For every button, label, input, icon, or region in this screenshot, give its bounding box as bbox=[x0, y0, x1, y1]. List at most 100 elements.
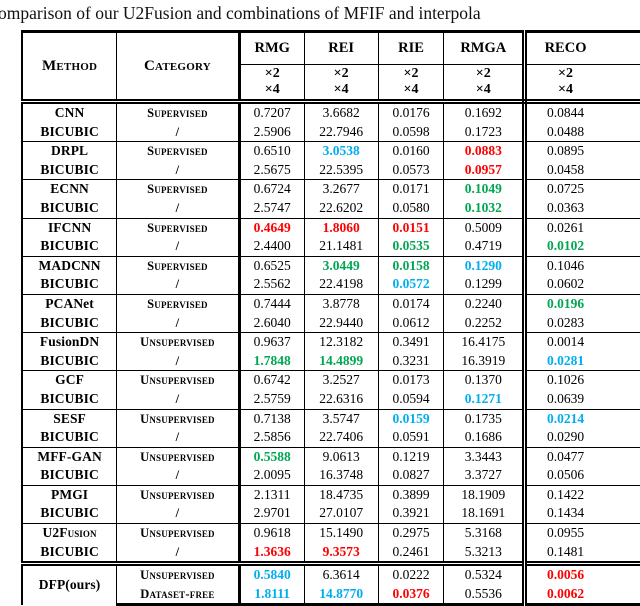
value-cell: 0.7207 bbox=[239, 101, 305, 123]
table-row: DFP(ours) Unsupervised 0.5840 6.3614 0.0222 0… bbox=[21, 561, 640, 605]
value-cell: 0.1299 bbox=[443, 275, 528, 295]
method-cell: DFP(ours) bbox=[21, 561, 118, 605]
method-cell: MFF-GAN bbox=[21, 446, 118, 467]
value-cell: 0.0844 bbox=[546, 105, 585, 120]
value-cell: 0.7444 bbox=[239, 293, 305, 314]
value-cell: 0.3921 bbox=[378, 504, 445, 524]
category-cell: Supervised bbox=[116, 141, 241, 161]
category-cell: Supervised bbox=[116, 179, 241, 199]
value-cell: 18.4735 bbox=[304, 484, 379, 505]
value-cell: 0.2461 bbox=[378, 542, 445, 564]
value-cell: 0.0171 bbox=[378, 179, 445, 199]
value-cell: 18.1909 bbox=[443, 484, 528, 505]
value-cell: 0.1735 bbox=[443, 408, 528, 429]
category-cell: Unsupervised bbox=[116, 408, 241, 429]
method-bicubic-cell: BICUBIC bbox=[21, 428, 118, 448]
table-row: BICUBIC/2.6040 22.9440 0.0612 0.2252 0.0283 bbox=[21, 313, 640, 333]
method-bicubic-cell: BICUBIC bbox=[21, 351, 118, 371]
scale-cell: ×2 ×4 bbox=[304, 64, 379, 104]
value-cell: 0.0151 bbox=[378, 217, 445, 238]
method-cell: SESF bbox=[21, 408, 118, 429]
category-cell: / bbox=[116, 428, 241, 448]
scale-x4-label: ×4 bbox=[264, 82, 280, 97]
value-cell: 5.3168 bbox=[443, 523, 528, 543]
method-cell: IFCNN bbox=[21, 217, 118, 238]
value-cell: 0.0158 bbox=[378, 255, 445, 276]
category-cell: Supervised bbox=[116, 293, 241, 314]
table-row: CNN Supervised 0.7207 3.6682 0.0176 0.1692 0.0… bbox=[21, 101, 640, 123]
value-cell: 3.8778 bbox=[304, 293, 379, 314]
category-cell: / bbox=[116, 198, 241, 219]
table-row: BICUBIC/2.4400 21.1481 0.0535 0.4719 0.0102 bbox=[21, 237, 640, 257]
table-row: BICUBIC/1.3636 9.3573 0.2461 5.3213 0.1481 bbox=[21, 542, 640, 564]
comparison-table: Method Category RMG REI RIE RMGA RECO ×2… bbox=[21, 30, 640, 606]
scale-x4-label: ×4 bbox=[403, 82, 419, 97]
method-bicubic-cell: BICUBIC bbox=[21, 122, 118, 142]
value-cell: 16.3748 bbox=[304, 466, 379, 486]
header-metric-rie: RIE bbox=[378, 30, 445, 65]
value-cell: 0.1370 bbox=[443, 370, 528, 390]
table-row: BICUBIC/1.7848 14.4899 0.3231 16.3919 0.0281 bbox=[21, 351, 640, 371]
value-cell: 0.0376 bbox=[378, 584, 445, 606]
value-cell: 0.0214 bbox=[524, 408, 640, 429]
value-cell: 0.9637 bbox=[239, 332, 305, 352]
value-cell: 2.5675 bbox=[239, 160, 305, 180]
category-cell: / bbox=[116, 313, 241, 333]
value-cell: 0.0957 bbox=[443, 160, 528, 180]
value-cell: 0.2252 bbox=[443, 313, 528, 333]
method-cell: PMGI bbox=[21, 484, 118, 505]
value-cell: 0.0174 bbox=[378, 293, 445, 314]
table-row: GCF Unsupervised 0.6742 3.2527 0.0173 0.1370 0… bbox=[21, 370, 640, 390]
value-cell: 14.8770 bbox=[304, 584, 379, 606]
method-cell: MADCNN bbox=[21, 255, 118, 276]
category-cell: / bbox=[116, 275, 241, 295]
header-metric-rmga: RMGA bbox=[443, 30, 528, 65]
value-cell: 22.9440 bbox=[304, 313, 379, 333]
scale-x2-label: ×2 bbox=[264, 65, 280, 81]
value-cell: 0.6510 bbox=[239, 141, 305, 161]
value-cell: 1.7848 bbox=[239, 351, 305, 371]
value-cell: 0.0827 bbox=[378, 466, 445, 486]
value-cell: 3.3443 bbox=[443, 446, 528, 467]
value-cell: 0.0281 bbox=[546, 352, 585, 368]
method-bicubic-cell: BICUBIC bbox=[21, 466, 118, 486]
scale-cell: ×2 ×4 bbox=[524, 64, 640, 104]
category-cell: Supervised bbox=[116, 101, 241, 123]
value-cell: 1.3636 bbox=[239, 542, 305, 564]
value-cell: 0.0535 bbox=[378, 237, 445, 257]
value-cell: 0.0102 bbox=[546, 238, 585, 254]
value-cell: 0.0159 bbox=[378, 408, 445, 429]
value-cell: 0.0594 bbox=[378, 389, 445, 409]
value-cell: 22.6202 bbox=[304, 198, 379, 219]
value-cell: 15.1490 bbox=[304, 523, 379, 543]
category-cell: Unsupervised bbox=[116, 561, 241, 585]
category-cell: Unsupervised bbox=[116, 523, 241, 543]
value-cell: 9.3573 bbox=[304, 542, 379, 564]
value-cell: 0.0261 bbox=[524, 217, 640, 238]
value-cell: 0.1219 bbox=[378, 446, 445, 467]
value-cell: 2.1311 bbox=[239, 484, 305, 505]
value-cell: 0.0612 bbox=[378, 313, 445, 333]
header-row-scales: ×2 ×4 ×2 ×4 ×2 ×4 ×2 ×4 ×2 ×4 bbox=[22, 64, 640, 104]
value-cell: 0.1032 bbox=[443, 198, 528, 219]
table-row: BICUBIC/2.9701 27.0107 0.3921 18.1691 0.1434 bbox=[21, 504, 640, 524]
value-cell: 3.2677 bbox=[304, 179, 379, 199]
value-cell: 2.5562 bbox=[239, 275, 305, 295]
category-cell: / bbox=[116, 160, 241, 180]
header-method: Method bbox=[21, 30, 118, 104]
value-cell: 2.6040 bbox=[239, 313, 305, 333]
value-cell: 2.9701 bbox=[239, 504, 305, 524]
table-row: PCANet Supervised 0.7444 3.8778 0.0174 0.2240… bbox=[21, 293, 640, 314]
value-cell: 0.0160 bbox=[378, 141, 445, 161]
scale-x2-label: ×2 bbox=[403, 65, 419, 81]
value-cell: 0.3491 bbox=[378, 332, 445, 352]
header-category: Category bbox=[116, 30, 241, 104]
value-cell: 0.6742 bbox=[239, 370, 305, 390]
value-cell: 0.9618 bbox=[239, 523, 305, 543]
value-cell: 3.5747 bbox=[304, 408, 379, 429]
scale-x2-label: ×2 bbox=[475, 65, 491, 81]
category-cell: / bbox=[116, 389, 241, 409]
value-cell: 0.0725 bbox=[524, 179, 640, 199]
value-cell: 3.0449 bbox=[304, 255, 379, 276]
scale-x2-label: ×2 bbox=[333, 65, 349, 81]
